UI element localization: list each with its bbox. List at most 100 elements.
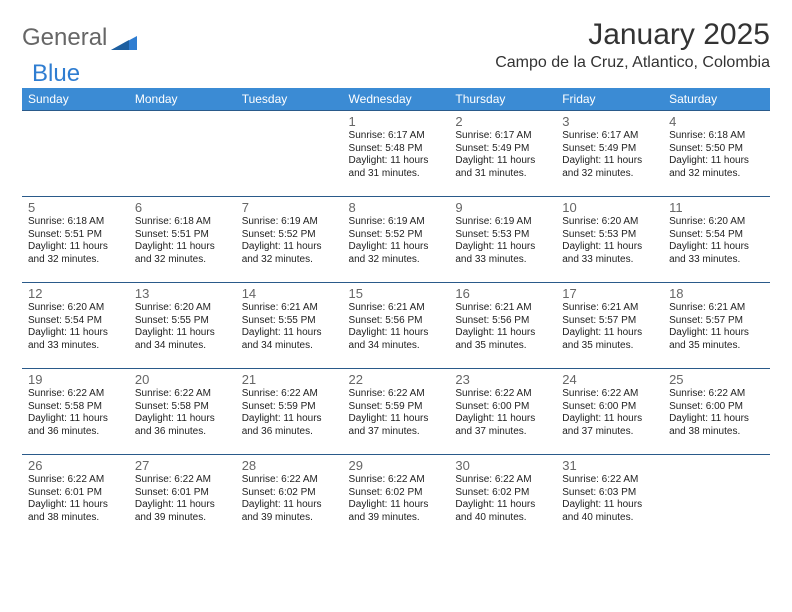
weekday-friday: Friday (556, 88, 663, 111)
day-details: Sunrise: 6:22 AMSunset: 6:02 PMDaylight:… (349, 474, 444, 524)
calendar-cell: 11Sunrise: 6:20 AMSunset: 5:54 PMDayligh… (663, 197, 770, 283)
day-number: 2 (455, 114, 550, 129)
day-details: Sunrise: 6:22 AMSunset: 6:02 PMDaylight:… (242, 474, 337, 524)
day-details: Sunrise: 6:22 AMSunset: 6:00 PMDaylight:… (562, 388, 657, 438)
calendar-cell: 27Sunrise: 6:22 AMSunset: 6:01 PMDayligh… (129, 455, 236, 541)
day-number: 17 (562, 286, 657, 301)
calendar-cell: 12Sunrise: 6:20 AMSunset: 5:54 PMDayligh… (22, 283, 129, 369)
calendar-cell: 19Sunrise: 6:22 AMSunset: 5:58 PMDayligh… (22, 369, 129, 455)
day-details: Sunrise: 6:21 AMSunset: 5:56 PMDaylight:… (349, 302, 444, 352)
day-number: 19 (28, 372, 123, 387)
calendar-cell: 3Sunrise: 6:17 AMSunset: 5:49 PMDaylight… (556, 111, 663, 197)
day-details: Sunrise: 6:17 AMSunset: 5:49 PMDaylight:… (455, 130, 550, 180)
location: Campo de la Cruz, Atlantico, Colombia (495, 54, 770, 72)
calendar-cell: 5Sunrise: 6:18 AMSunset: 5:51 PMDaylight… (22, 197, 129, 283)
day-details: Sunrise: 6:18 AMSunset: 5:51 PMDaylight:… (28, 216, 123, 266)
day-number: 1 (349, 114, 444, 129)
day-details: Sunrise: 6:22 AMSunset: 6:02 PMDaylight:… (455, 474, 550, 524)
logo-text-general: General (22, 24, 107, 52)
day-number: 3 (562, 114, 657, 129)
calendar-cell: 2Sunrise: 6:17 AMSunset: 5:49 PMDaylight… (449, 111, 556, 197)
weekday-monday: Monday (129, 88, 236, 111)
day-number: 5 (28, 200, 123, 215)
calendar-cell: 6Sunrise: 6:18 AMSunset: 5:51 PMDaylight… (129, 197, 236, 283)
calendar-cell: 1Sunrise: 6:17 AMSunset: 5:48 PMDaylight… (343, 111, 450, 197)
calendar-cell: 13Sunrise: 6:20 AMSunset: 5:55 PMDayligh… (129, 283, 236, 369)
calendar-body: 1Sunrise: 6:17 AMSunset: 5:48 PMDaylight… (22, 111, 770, 541)
day-details: Sunrise: 6:18 AMSunset: 5:50 PMDaylight:… (669, 130, 764, 180)
calendar-table: SundayMondayTuesdayWednesdayThursdayFrid… (22, 88, 770, 541)
calendar-row: 12Sunrise: 6:20 AMSunset: 5:54 PMDayligh… (22, 283, 770, 369)
calendar-cell: 28Sunrise: 6:22 AMSunset: 6:02 PMDayligh… (236, 455, 343, 541)
logo-text-blue: Blue (32, 60, 80, 88)
calendar-cell-empty (663, 455, 770, 541)
calendar-cell: 4Sunrise: 6:18 AMSunset: 5:50 PMDaylight… (663, 111, 770, 197)
calendar-cell: 16Sunrise: 6:21 AMSunset: 5:56 PMDayligh… (449, 283, 556, 369)
calendar-cell: 25Sunrise: 6:22 AMSunset: 6:00 PMDayligh… (663, 369, 770, 455)
calendar-cell-empty (22, 111, 129, 197)
day-details: Sunrise: 6:22 AMSunset: 5:58 PMDaylight:… (28, 388, 123, 438)
day-details: Sunrise: 6:22 AMSunset: 6:01 PMDaylight:… (135, 474, 230, 524)
day-details: Sunrise: 6:22 AMSunset: 5:59 PMDaylight:… (242, 388, 337, 438)
weekday-sunday: Sunday (22, 88, 129, 111)
day-details: Sunrise: 6:17 AMSunset: 5:49 PMDaylight:… (562, 130, 657, 180)
calendar-cell: 21Sunrise: 6:22 AMSunset: 5:59 PMDayligh… (236, 369, 343, 455)
day-details: Sunrise: 6:22 AMSunset: 6:00 PMDaylight:… (669, 388, 764, 438)
day-number: 27 (135, 458, 230, 473)
day-number: 30 (455, 458, 550, 473)
day-details: Sunrise: 6:20 AMSunset: 5:54 PMDaylight:… (669, 216, 764, 266)
day-details: Sunrise: 6:20 AMSunset: 5:55 PMDaylight:… (135, 302, 230, 352)
day-details: Sunrise: 6:21 AMSunset: 5:57 PMDaylight:… (562, 302, 657, 352)
day-details: Sunrise: 6:21 AMSunset: 5:57 PMDaylight:… (669, 302, 764, 352)
day-number: 9 (455, 200, 550, 215)
calendar-cell: 24Sunrise: 6:22 AMSunset: 6:00 PMDayligh… (556, 369, 663, 455)
logo-mark-icon (111, 29, 137, 47)
day-details: Sunrise: 6:17 AMSunset: 5:48 PMDaylight:… (349, 130, 444, 180)
month-title: January 2025 (495, 18, 770, 52)
calendar-cell: 26Sunrise: 6:22 AMSunset: 6:01 PMDayligh… (22, 455, 129, 541)
day-details: Sunrise: 6:18 AMSunset: 5:51 PMDaylight:… (135, 216, 230, 266)
calendar-cell-empty (129, 111, 236, 197)
calendar-row: 1Sunrise: 6:17 AMSunset: 5:48 PMDaylight… (22, 111, 770, 197)
day-number: 23 (455, 372, 550, 387)
calendar-cell: 23Sunrise: 6:22 AMSunset: 6:00 PMDayligh… (449, 369, 556, 455)
calendar-cell: 14Sunrise: 6:21 AMSunset: 5:55 PMDayligh… (236, 283, 343, 369)
day-number: 28 (242, 458, 337, 473)
weekday-saturday: Saturday (663, 88, 770, 111)
calendar-cell: 29Sunrise: 6:22 AMSunset: 6:02 PMDayligh… (343, 455, 450, 541)
day-number: 25 (669, 372, 764, 387)
day-details: Sunrise: 6:21 AMSunset: 5:56 PMDaylight:… (455, 302, 550, 352)
calendar-cell: 7Sunrise: 6:19 AMSunset: 5:52 PMDaylight… (236, 197, 343, 283)
day-number: 29 (349, 458, 444, 473)
day-details: Sunrise: 6:19 AMSunset: 5:52 PMDaylight:… (349, 216, 444, 266)
calendar-cell: 31Sunrise: 6:22 AMSunset: 6:03 PMDayligh… (556, 455, 663, 541)
day-details: Sunrise: 6:22 AMSunset: 5:59 PMDaylight:… (349, 388, 444, 438)
day-number: 24 (562, 372, 657, 387)
day-number: 22 (349, 372, 444, 387)
logo: General (22, 18, 139, 52)
calendar-row: 26Sunrise: 6:22 AMSunset: 6:01 PMDayligh… (22, 455, 770, 541)
day-details: Sunrise: 6:19 AMSunset: 5:53 PMDaylight:… (455, 216, 550, 266)
weekday-header-row: SundayMondayTuesdayWednesdayThursdayFrid… (22, 88, 770, 111)
day-details: Sunrise: 6:21 AMSunset: 5:55 PMDaylight:… (242, 302, 337, 352)
calendar-cell-empty (236, 111, 343, 197)
day-number: 11 (669, 200, 764, 215)
calendar-cell: 15Sunrise: 6:21 AMSunset: 5:56 PMDayligh… (343, 283, 450, 369)
calendar-cell: 9Sunrise: 6:19 AMSunset: 5:53 PMDaylight… (449, 197, 556, 283)
calendar-cell: 18Sunrise: 6:21 AMSunset: 5:57 PMDayligh… (663, 283, 770, 369)
day-number: 18 (669, 286, 764, 301)
day-number: 26 (28, 458, 123, 473)
day-details: Sunrise: 6:22 AMSunset: 6:00 PMDaylight:… (455, 388, 550, 438)
calendar-cell: 17Sunrise: 6:21 AMSunset: 5:57 PMDayligh… (556, 283, 663, 369)
day-number: 12 (28, 286, 123, 301)
calendar-cell: 10Sunrise: 6:20 AMSunset: 5:53 PMDayligh… (556, 197, 663, 283)
day-number: 15 (349, 286, 444, 301)
day-details: Sunrise: 6:22 AMSunset: 6:01 PMDaylight:… (28, 474, 123, 524)
day-number: 21 (242, 372, 337, 387)
weekday-wednesday: Wednesday (343, 88, 450, 111)
day-details: Sunrise: 6:19 AMSunset: 5:52 PMDaylight:… (242, 216, 337, 266)
day-details: Sunrise: 6:22 AMSunset: 5:58 PMDaylight:… (135, 388, 230, 438)
day-number: 16 (455, 286, 550, 301)
calendar-cell: 20Sunrise: 6:22 AMSunset: 5:58 PMDayligh… (129, 369, 236, 455)
day-details: Sunrise: 6:20 AMSunset: 5:54 PMDaylight:… (28, 302, 123, 352)
